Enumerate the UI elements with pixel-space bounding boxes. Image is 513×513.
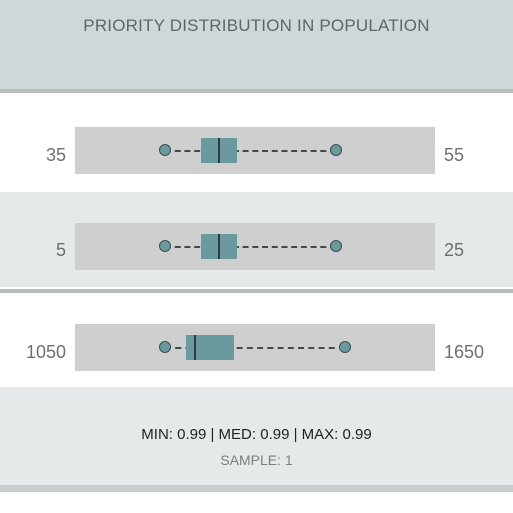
chart-title: PRIORITY DISTRIBUTION IN POPULATION [83, 16, 430, 35]
range-max-label: 55 [444, 145, 465, 165]
summary-stats: MIN: 0.99 | MED: 0.99 | MAX: 0.99 [141, 426, 372, 443]
boxplot-track [75, 324, 435, 371]
boxplot-row: 5 25 [0, 192, 513, 287]
whisker-min-marker[interactable] [158, 240, 171, 252]
chart-header: PRIORITY DISTRIBUTION IN POPULATION [0, 0, 513, 93]
median-line [218, 234, 220, 259]
range-min-label: 1050 [25, 342, 66, 362]
whisker-max-marker[interactable] [329, 240, 342, 252]
boxplot-track [75, 127, 435, 174]
boxplot-row: 1050 1650 [0, 289, 513, 387]
whisker-max-marker[interactable] [329, 144, 342, 156]
whisker-line [165, 150, 336, 152]
range-max-label: 1650 [444, 342, 485, 362]
range-min-label: 35 [45, 145, 66, 165]
whisker-max-marker[interactable] [338, 341, 351, 353]
boxplot-track [75, 223, 435, 270]
summary-footer: MIN: 0.99 | MED: 0.99 | MAX: 0.99 SAMPLE… [0, 387, 513, 492]
range-max-label: 25 [444, 240, 465, 260]
whisker-line [165, 246, 336, 248]
range-min-label: 5 [55, 240, 66, 260]
whisker-line [165, 347, 345, 349]
median-line [194, 335, 196, 360]
boxplot-row: 35 55 [0, 97, 513, 192]
median-line [218, 138, 220, 163]
whisker-min-marker[interactable] [158, 144, 171, 156]
whisker-min-marker[interactable] [158, 341, 171, 353]
sample-count: SAMPLE: 1 [220, 452, 293, 468]
